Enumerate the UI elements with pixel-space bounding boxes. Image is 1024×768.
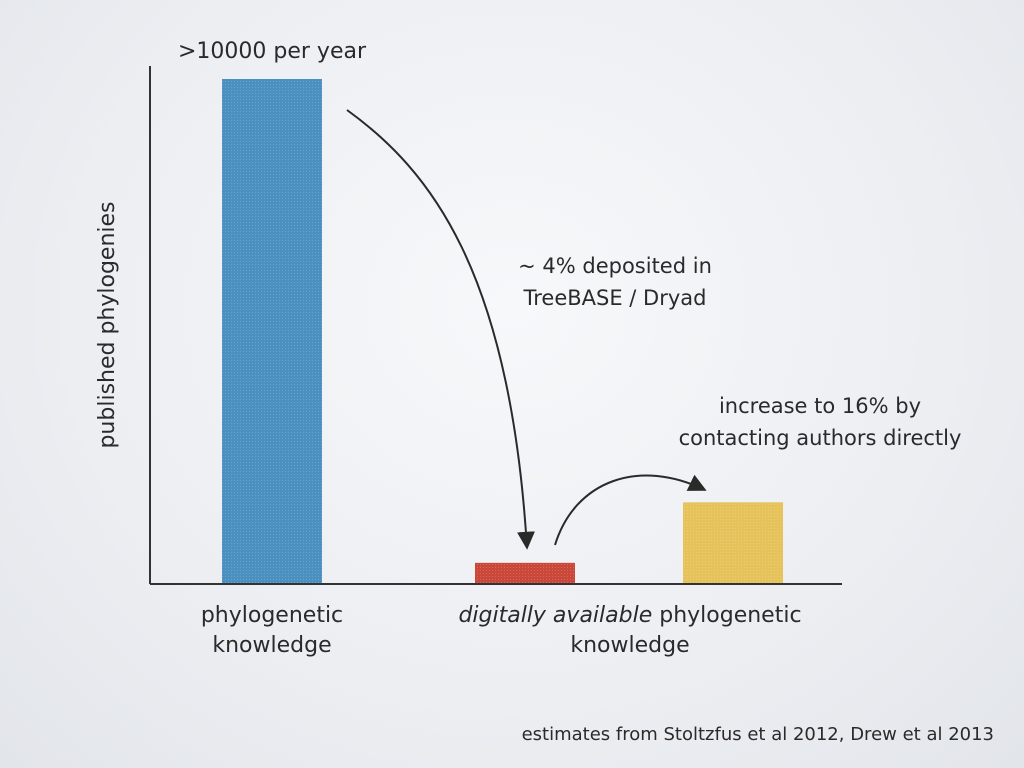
bars: [222, 79, 783, 583]
top-value-annotation: >10000 per year: [178, 39, 367, 64]
deposit-annotation-line2: TreeBASE / Dryad: [523, 286, 707, 310]
caption-right-line2: knowledge: [570, 633, 690, 658]
increase-annotation-line2: contacting authors directly: [678, 426, 962, 450]
caption-right: digitally available phylogenetic knowled…: [440, 601, 820, 661]
increase-arrow: [554, 474, 707, 546]
deposit-annotation: ~ 4% deposited in TreeBASE / Dryad: [480, 250, 750, 314]
caption-right-rest: phylogenetic: [652, 603, 802, 628]
caption-right-italic: digitally available: [458, 603, 653, 628]
caption-right-line1: digitally available phylogenetic: [440, 601, 820, 631]
bar-contacted-authors-texture: [683, 502, 783, 583]
bar-phylogenetic-knowledge-texture: [222, 79, 322, 583]
y-axis-label: published phylogenies: [95, 201, 120, 448]
source-credit: estimates from Stoltzfus et al 2012, Dre…: [521, 724, 994, 745]
increase-annotation: increase to 16% by contacting authors di…: [650, 390, 990, 454]
deposit-annotation-line1: ~ 4% deposited in: [518, 254, 712, 278]
increase-annotation-line1: increase to 16% by: [718, 394, 922, 418]
caption-left-line2: knowledge: [212, 633, 332, 658]
deposit-arrow: [346, 109, 535, 550]
caption-left: phylogenetic knowledge: [172, 601, 372, 661]
bar-deposited-texture: [475, 562, 575, 583]
caption-left-line1: phylogenetic: [200, 603, 344, 628]
